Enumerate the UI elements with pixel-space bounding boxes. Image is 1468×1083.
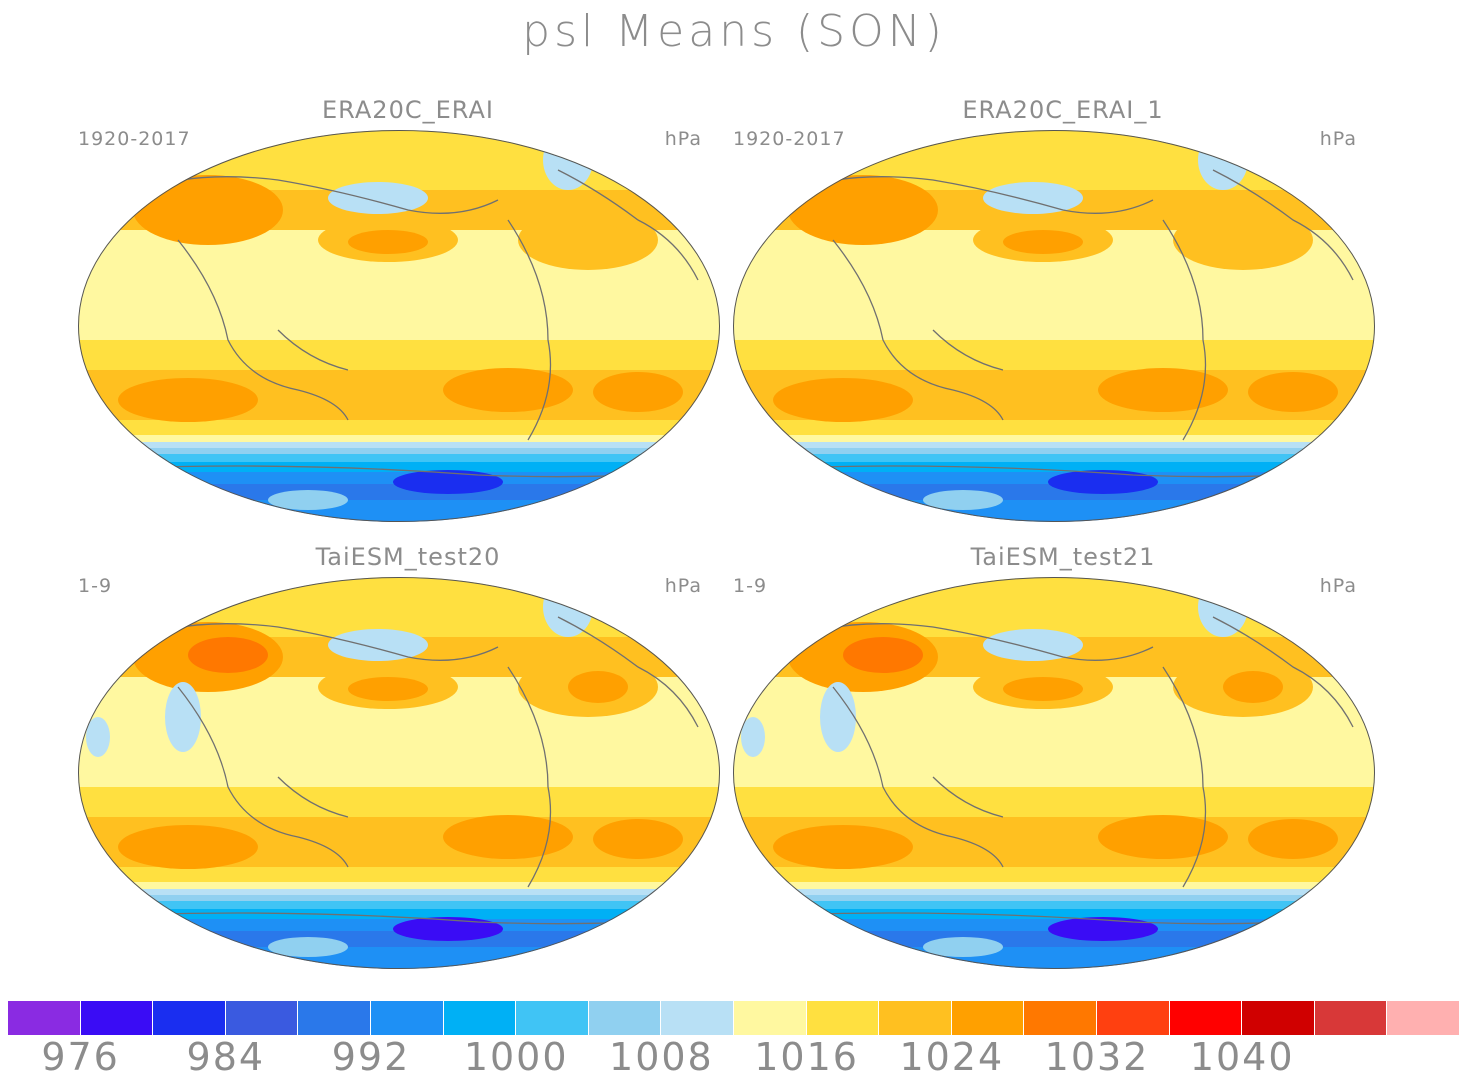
colorbar-swatch — [80, 1001, 154, 1035]
map-panel-taiesm-test21: TaiESM_test21 1-9 hPa — [733, 543, 1393, 969]
map-plot — [733, 577, 1375, 969]
colorbar-tick-labels: 976 984 992 1000 1008 1016 1024 1032 1040 — [8, 1035, 1460, 1083]
panel-units: hPa — [664, 128, 702, 150]
colorbar-swatch — [153, 1001, 226, 1035]
panel-units: hPa — [664, 575, 702, 597]
colorbar-swatch — [298, 1001, 371, 1035]
colorbar-tick-label: 1000 — [463, 1035, 569, 1079]
colorbar-swatch — [225, 1001, 299, 1035]
colorbar-tick-label: 1016 — [754, 1035, 859, 1079]
panel-period: 1-9 — [78, 575, 113, 597]
panel-title: TaiESM_test21 — [970, 543, 1156, 571]
panel-period: 1920-2017 — [78, 128, 191, 150]
map-plot — [733, 130, 1375, 522]
colorbar-tick-label: 1040 — [1189, 1035, 1295, 1079]
colorbar-swatch — [1387, 1001, 1460, 1035]
colorbar-swatch — [1169, 1001, 1243, 1035]
colorbar-swatch — [733, 1001, 807, 1035]
colorbar-swatch — [1314, 1001, 1388, 1035]
panel-title: ERA20C_ERAI — [322, 96, 494, 124]
colorbar-swatch — [951, 1001, 1025, 1035]
map-plot — [78, 130, 720, 522]
colorbar-tick-label: 984 — [186, 1035, 266, 1079]
colorbar-tick-label: 992 — [331, 1035, 411, 1079]
colorbar-swatch — [661, 1001, 734, 1035]
colorbar-tick-label: 976 — [41, 1035, 120, 1079]
map-panel-era20c-erai: ERA20C_ERAI 1920-2017 hPa — [78, 96, 738, 522]
colorbar-swatch — [1096, 1001, 1170, 1035]
panel-title: TaiESM_test20 — [315, 543, 501, 571]
map-panel-taiesm-test20: TaiESM_test20 1-9 hPa — [78, 543, 738, 969]
colorbar-swatch — [588, 1001, 662, 1035]
panel-period: 1920-2017 — [733, 128, 846, 150]
colorbar-swatch — [370, 1001, 444, 1035]
colorbar-swatch — [516, 1001, 589, 1035]
colorbar-swatch — [443, 1001, 517, 1035]
colorbar — [8, 1001, 1460, 1035]
colorbar-swatch — [806, 1001, 880, 1035]
map-plot — [78, 577, 720, 969]
panel-units: hPa — [1319, 575, 1357, 597]
colorbar-swatch — [879, 1001, 952, 1035]
colorbar-swatch — [1024, 1001, 1097, 1035]
panel-units: hPa — [1319, 128, 1357, 150]
colorbar-tick-label: 1024 — [899, 1035, 1005, 1079]
panel-period: 1-9 — [733, 575, 768, 597]
colorbar-tick-label: 1032 — [1044, 1035, 1150, 1079]
colorbar-swatch — [8, 1001, 81, 1035]
colorbar-swatch — [1242, 1001, 1315, 1035]
panel-title: ERA20C_ERAI_1 — [962, 96, 1164, 124]
map-panel-era20c-erai-1: ERA20C_ERAI_1 1920-2017 hPa — [733, 96, 1393, 522]
figure-title: psl Means (SON) — [522, 6, 946, 57]
colorbar-tick-label: 1008 — [609, 1035, 714, 1079]
